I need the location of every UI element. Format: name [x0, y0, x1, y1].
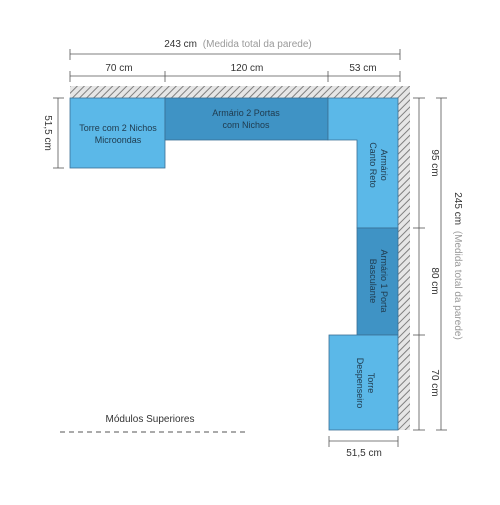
modules — [69, 97, 399, 431]
label-desp-1: Torre — [366, 373, 376, 394]
dim-top-seg-3: 53 cm — [349, 63, 376, 74]
dim-right-seg-2: 80 cm — [429, 267, 440, 294]
module-torre-despenseiro — [328, 334, 399, 431]
dim-total-height-value: 245 cm — [452, 192, 463, 225]
dim-right-seg-3: 70 cm — [429, 369, 440, 396]
dimension-top-segments — [69, 71, 401, 82]
dim-total-height-bg — [447, 176, 461, 356]
dim-total-height-note: (Medida total da parede) — [452, 231, 463, 340]
label-basc-2: Basculante — [368, 259, 378, 304]
dimension-bottom-width — [328, 436, 399, 447]
dimension-total-width — [69, 49, 401, 60]
dim-total-width-text: 243 cm (Medida total da parede) — [164, 39, 312, 50]
dim-total-width-note: (Medida total da parede) — [203, 39, 312, 50]
dim-top-seg-1: 70 cm — [105, 63, 132, 74]
module-armario-2-portas — [164, 97, 329, 141]
label-desp-2: Despenseiro — [355, 358, 365, 409]
label-armario-2p-2: com Nichos — [222, 120, 270, 130]
label-basc-1: Armário 1 Porta — [379, 249, 389, 312]
dim-total-width-value: 243 cm — [164, 39, 197, 50]
dim-left-height: 51,5 cm — [42, 115, 53, 151]
module-armario-basculante — [356, 227, 399, 336]
module-torre-microondas — [69, 97, 166, 169]
dim-total-height-text: 245 cm (Medida total da parede) — [452, 192, 463, 340]
label-canto-1: Armário — [379, 149, 389, 181]
label-canto-2: Canto Reto — [368, 142, 378, 188]
dim-seg2-bg — [226, 62, 268, 74]
dimension-right-segments — [413, 97, 425, 431]
dim-total-width-bg — [142, 36, 334, 50]
dim-seg1-bg — [100, 62, 138, 74]
dimension-left-height — [53, 97, 64, 169]
right-wall — [398, 86, 410, 430]
dim-bottom-width: 51,5 cm — [346, 448, 382, 459]
dim-seg3-bg — [344, 62, 382, 74]
top-wall — [70, 86, 410, 98]
label-torre-micro-1: Torre com 2 Nichos — [79, 123, 157, 133]
dimension-total-height — [436, 97, 447, 431]
wall-hatching — [70, 86, 410, 430]
label-armario-2p-1: Armário 2 Portas — [212, 108, 280, 118]
label-torre-micro-2: Microondas — [95, 135, 142, 145]
dim-right-seg-1: 95 cm — [429, 149, 440, 176]
dim-top-seg-2: 120 cm — [231, 63, 264, 74]
legend-label: Módulos Superiores — [106, 414, 195, 425]
